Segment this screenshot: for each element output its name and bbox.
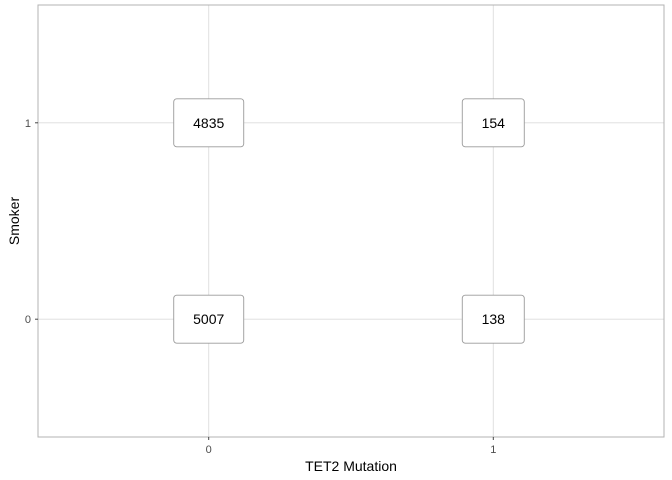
count-cells: 4835 154 5007 138	[173, 98, 525, 344]
y-tick-label-1: 1	[25, 118, 31, 130]
x-tick-label-1: 1	[490, 444, 496, 456]
x-axis-title: TET2 Mutation	[305, 458, 397, 474]
x-tick-label-0: 0	[206, 444, 212, 456]
cell-x0-y0: 5007	[173, 294, 245, 344]
cell-count-label: 154	[482, 115, 506, 131]
plot-panel-border	[37, 4, 665, 438]
axis-ticks: 0 1 0 1	[25, 118, 496, 456]
cell-box	[461, 294, 525, 344]
y-tick-label-0: 0	[25, 314, 31, 326]
cell-count-label: 5007	[193, 311, 224, 327]
cell-count-label: 138	[482, 311, 506, 327]
y-axis-title: Smoker	[6, 197, 22, 246]
cell-x1-y1: 154	[461, 98, 525, 148]
cell-x1-y0: 138	[461, 294, 525, 344]
cell-box	[173, 98, 245, 148]
cell-box	[461, 98, 525, 148]
cell-x0-y1: 4835	[173, 98, 245, 148]
gridlines	[38, 5, 664, 437]
cell-count-label: 4835	[193, 115, 224, 131]
cell-box	[173, 294, 245, 344]
